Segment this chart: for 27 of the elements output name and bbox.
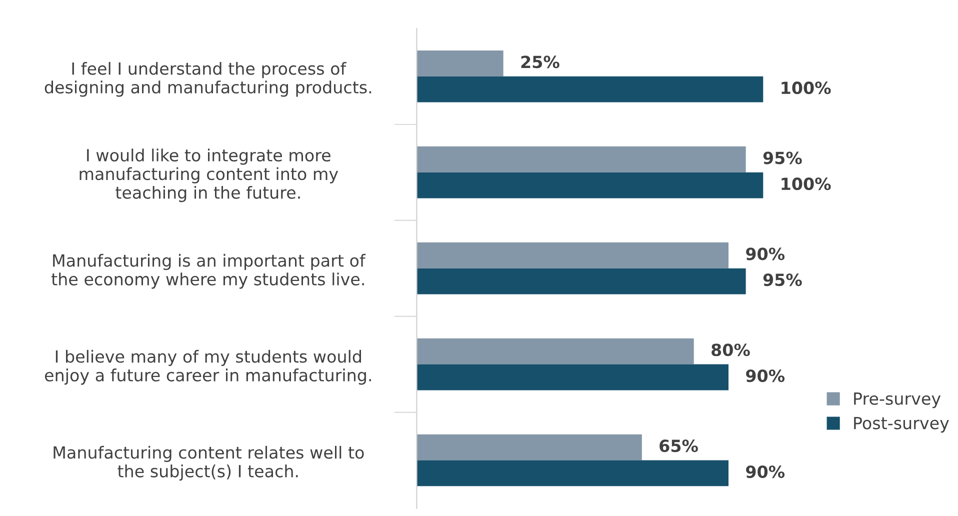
data-label: 95% [763, 152, 802, 164]
data-label: 100% [782, 178, 831, 190]
bar [416, 172, 764, 198]
y-tick-label: Manufacturing is an important part of the economy where my students live. [52, 254, 366, 289]
data-label: 95% [763, 274, 802, 286]
data-label: 100% [782, 82, 831, 94]
bar [416, 146, 746, 172]
y-tick-label: Manufacturing content relates well to the subject(s) I teach. [54, 446, 364, 481]
bar [416, 460, 729, 486]
bar [416, 364, 729, 390]
bar [416, 338, 694, 364]
y-tick-label: I feel I understand the process of designing and manufacturing products. [44, 62, 372, 97]
legend-label: Post-survey [854, 416, 949, 433]
bar [416, 76, 764, 102]
y-tick-label: I would like to integrate more manufacturing content into my teaching in the future. [80, 148, 338, 202]
data-label: 90% [746, 465, 785, 478]
legend-label: Pre-survey [854, 392, 941, 408]
bar [416, 50, 504, 76]
bar [416, 242, 729, 268]
data-label: 80% [712, 344, 750, 356]
data-label: 90% [746, 369, 785, 382]
data-label: 90% [746, 248, 785, 260]
data-label: 65% [660, 440, 698, 452]
bar [416, 434, 642, 460]
y-tick-label: I believe many of my students would enjoy a future career in manufacturing. [44, 350, 371, 385]
bar [416, 268, 746, 294]
data-label: 25% [521, 56, 560, 68]
